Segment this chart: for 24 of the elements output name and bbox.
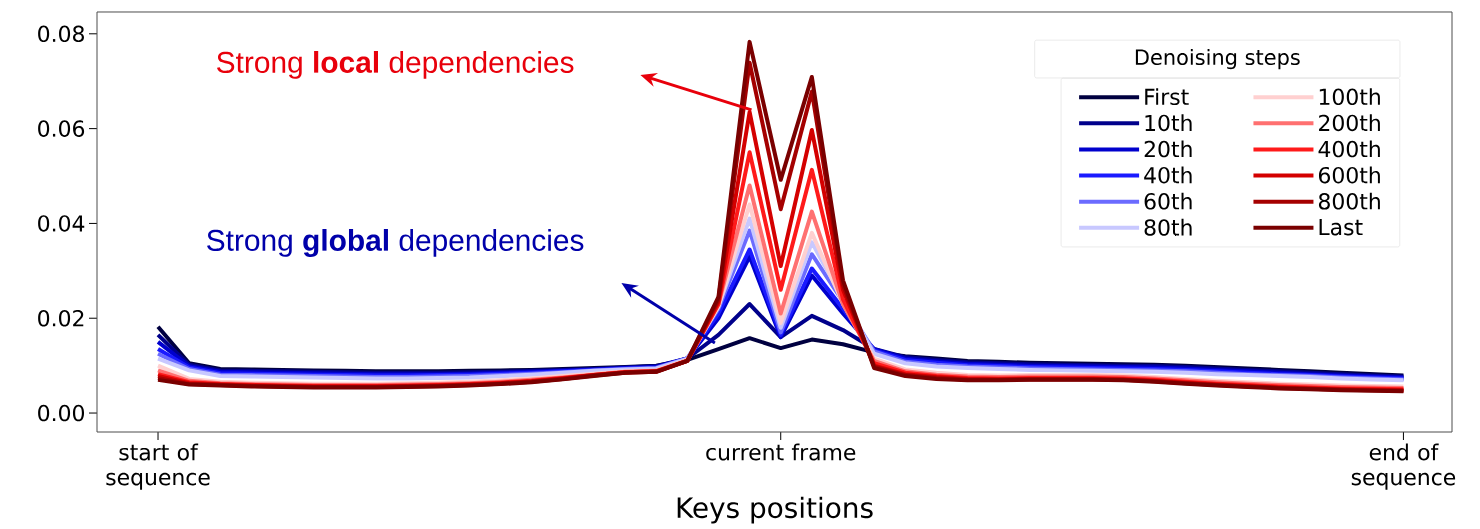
x-tick-label: current frame (706, 443, 856, 461)
legend-label: 200th (1319, 114, 1380, 132)
annotation: Strong global dependencies (207, 229, 584, 257)
legend-label: 800th (1318, 192, 1380, 210)
legend-label: 400th (1318, 140, 1380, 158)
x-tick-label: start of sequence (106, 443, 210, 490)
legend-label: 60th (1144, 192, 1192, 210)
annotation: Strong local dependencies (217, 50, 574, 79)
legend-label: First (1145, 88, 1189, 106)
y-tick-label: 0.00 (38, 404, 85, 422)
y-tick-label: 0.06 (38, 120, 85, 137)
y-tick-label: 0.02 (38, 309, 84, 327)
x-tick-label: end of sequence (1351, 443, 1456, 490)
legend-label: 40th (1144, 166, 1192, 184)
x-axis-title: Keys positions (677, 496, 873, 524)
legend-label: 20th (1144, 140, 1192, 158)
legend-label: 10th (1145, 114, 1192, 132)
legend-label: 80th (1144, 218, 1192, 236)
legend-label: 600th (1318, 166, 1380, 184)
legend-label: Last (1319, 219, 1363, 236)
legend-label: 100th (1319, 88, 1380, 106)
y-tick-label: 0.08 (38, 25, 84, 43)
legend-title: Denoising steps (1135, 48, 1300, 70)
y-tick-label: 0.04 (38, 215, 85, 232)
